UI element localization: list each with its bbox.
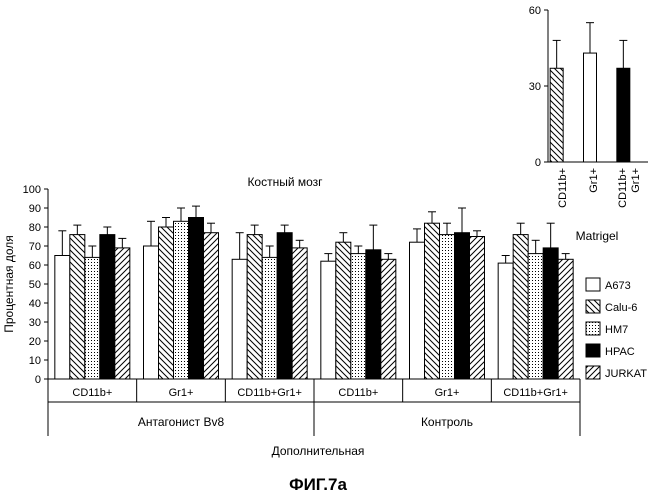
x-category-label: CD11b+ — [72, 387, 112, 399]
x-category-label: Gr1+ — [435, 387, 460, 399]
y-tick-label: 20 — [29, 336, 41, 348]
inset-category-label: CD11b+Gr1+ — [617, 168, 642, 208]
bar — [321, 261, 336, 379]
legend-label: HPAC — [605, 346, 635, 358]
x-category-label: CD11b+Gr1+ — [237, 387, 302, 399]
x-category-label: Gr1+ — [169, 387, 194, 399]
y-tick-label: 0 — [35, 374, 41, 386]
legend-swatch — [586, 300, 600, 313]
legend-swatch — [586, 366, 600, 379]
inset-category-label-part: CD11b+ — [617, 168, 629, 208]
bar — [558, 259, 573, 379]
legend-label: Calu-6 — [605, 302, 637, 314]
bar — [100, 235, 115, 379]
bar — [336, 242, 351, 379]
bar — [351, 254, 366, 379]
inset-y-tick-label: 30 — [529, 81, 541, 93]
y-tick-label: 100 — [23, 184, 41, 196]
bar — [70, 235, 85, 379]
bar — [85, 257, 100, 379]
inset-y-tick-label: 60 — [529, 5, 541, 17]
bar — [470, 237, 485, 380]
x-group-label: Антагонист Bv8 — [138, 415, 225, 429]
figure-svg: Костный мозг 0 10 20 30 40 50 60 70 80 90 100 Процен… — [0, 0, 652, 500]
bar — [159, 227, 174, 379]
inset-category-label-part: Gr1+ — [630, 168, 642, 193]
main-chart: Костный мозг 0 10 20 30 40 50 60 70 80 90 100 Процен… — [2, 175, 647, 458]
inset-category-label: CD11b+ — [557, 168, 569, 208]
legend-swatch — [586, 344, 600, 357]
x-axis-label: Дополнительная — [272, 444, 365, 458]
inset-x-axis-label: Matrigel — [576, 229, 619, 243]
inset-bar — [584, 53, 597, 162]
bar — [543, 248, 558, 379]
inset-bar — [617, 68, 630, 162]
figure: Костный мозг 0 10 20 30 40 50 60 70 80 90 100 Процен… — [0, 0, 652, 500]
bar — [262, 257, 277, 379]
legend-label: HM7 — [605, 324, 628, 336]
inset-bar — [550, 68, 563, 162]
bar — [189, 218, 204, 380]
legend-label: JURKAT — [605, 368, 647, 380]
bar — [174, 221, 189, 379]
legend-label: A673 — [605, 280, 631, 292]
bar — [292, 248, 307, 379]
y-tick-label: 70 — [29, 241, 41, 253]
bar — [425, 223, 440, 379]
bar — [247, 235, 262, 379]
inset-y-tick-label: 0 — [535, 157, 541, 169]
legend-swatch — [586, 278, 600, 291]
y-tick-label: 50 — [29, 279, 41, 291]
bar — [513, 235, 528, 379]
bar — [55, 256, 70, 380]
bar — [410, 242, 425, 379]
bar — [455, 233, 470, 379]
y-tick-label: 80 — [29, 222, 41, 234]
bar — [498, 263, 513, 379]
x-category-label: CD11b+ — [338, 387, 378, 399]
bar — [232, 259, 247, 379]
x-group-label: Контроль — [421, 415, 473, 429]
y-tick-label: 30 — [29, 317, 41, 329]
figure-caption: ФИГ.7a — [289, 475, 347, 494]
bar — [115, 248, 130, 379]
main-title: Костный мозг — [247, 175, 323, 189]
bar — [204, 233, 219, 379]
bar — [440, 235, 455, 379]
bar — [528, 254, 543, 379]
inset-chart: 03060CD11b+Gr1+CD11b+Gr1+Matrigel — [529, 5, 648, 243]
bar — [366, 250, 381, 379]
x-category-label: CD11b+Gr1+ — [503, 387, 568, 399]
y-tick-label: 90 — [29, 203, 41, 215]
bar — [277, 233, 292, 379]
inset-category-label: Gr1+ — [588, 168, 600, 193]
y-tick-label: 40 — [29, 298, 41, 310]
y-tick-label: 60 — [29, 260, 41, 272]
y-tick-label: 10 — [29, 355, 41, 367]
bar — [144, 246, 159, 379]
legend-swatch — [586, 322, 600, 335]
bar — [381, 259, 396, 379]
y-axis-label: Процентная доля — [2, 235, 16, 333]
